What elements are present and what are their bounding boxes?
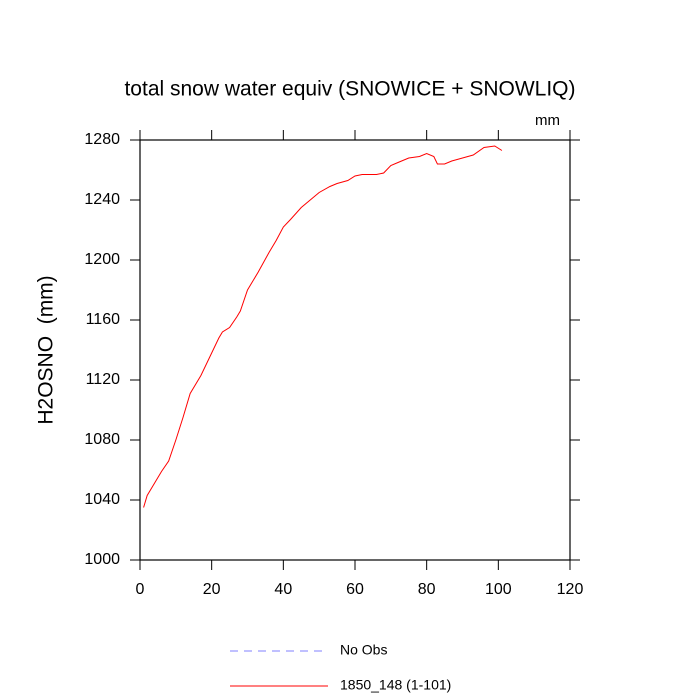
y-tick-label: 1120 [86,371,121,388]
x-tick-label: 100 [485,581,512,598]
x-tick-label: 0 [136,581,145,598]
y-tick-label: 1280 [84,131,120,148]
x-tick-label: 40 [274,581,292,598]
chart-title: total snow water equiv (SNOWICE + SNOWLI… [124,78,575,101]
x-tick-label: 20 [203,581,221,598]
x-tick-label: 80 [418,581,436,598]
y-tick-label: 1200 [84,251,120,268]
y-tick-label: 1000 [84,551,120,568]
data-line [143,145,503,508]
y-axis-label: H2OSNO (mm) [35,275,58,424]
y-tick-label: 1080 [84,431,120,448]
y-tick-label: 1240 [84,191,120,208]
x-tick-label: 60 [346,581,364,598]
units-label: mm [535,112,560,129]
x-tick-label: 120 [557,581,584,598]
y-tick-label: 1160 [86,311,121,328]
legend-label: No Obs [340,642,387,658]
plot-frame [139,139,571,561]
y-tick-label: 1040 [84,491,120,508]
legend-label: 1850_148 (1-101) [340,677,451,693]
